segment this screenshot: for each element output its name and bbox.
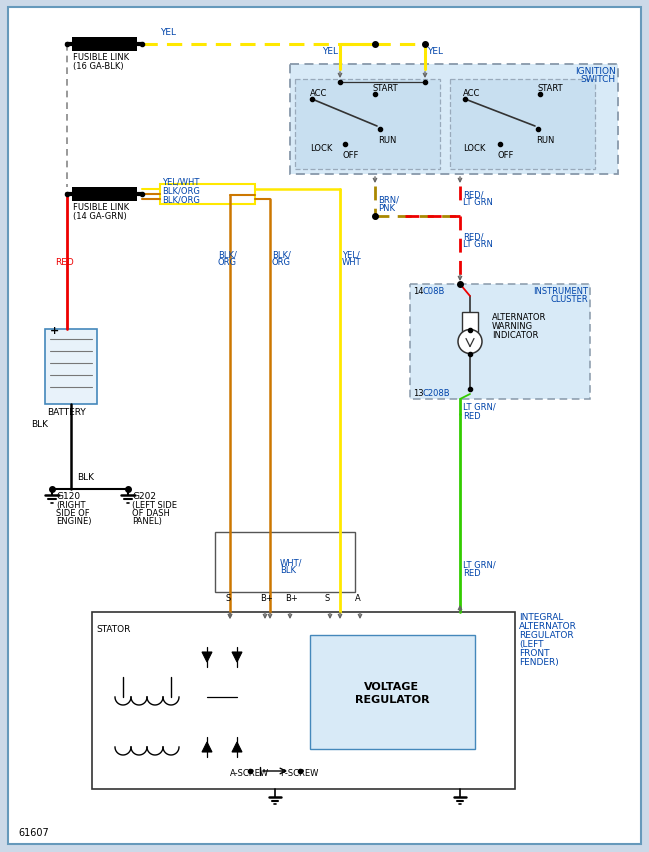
Text: LT GRN/: LT GRN/ (463, 560, 496, 568)
Text: REGULATOR: REGULATOR (519, 630, 574, 639)
Polygon shape (202, 742, 212, 752)
Text: S: S (325, 593, 330, 602)
Text: START: START (373, 83, 398, 93)
Text: VOLTAGE: VOLTAGE (365, 682, 419, 691)
Bar (462, 312, 478, 332)
Text: REGULATOR: REGULATOR (355, 694, 429, 704)
Text: B+: B+ (260, 593, 273, 602)
Bar (215, 532, 355, 592)
Text: LT GRN: LT GRN (463, 198, 493, 207)
Text: +: + (50, 325, 59, 336)
Text: ORG: ORG (272, 257, 291, 267)
Text: BLK/ORG: BLK/ORG (162, 195, 200, 204)
Text: B+: B+ (285, 593, 298, 602)
Text: OFF: OFF (498, 151, 515, 160)
Text: STATOR: STATOR (96, 625, 130, 633)
Text: FRONT: FRONT (519, 648, 550, 657)
Text: WHT/: WHT/ (280, 557, 302, 567)
Text: (LEFT SIDE: (LEFT SIDE (132, 500, 177, 509)
Text: 61607: 61607 (18, 827, 49, 837)
Text: C208B: C208B (423, 389, 450, 398)
Bar (45, 330, 97, 405)
Text: RED/: RED/ (463, 190, 484, 199)
Text: BLK/: BLK/ (218, 250, 237, 259)
Bar (160, 185, 255, 204)
Text: FUSIBLE LINK: FUSIBLE LINK (73, 203, 129, 212)
Text: WARNING: WARNING (492, 321, 533, 331)
Text: S: S (225, 593, 230, 602)
Text: BLK: BLK (77, 473, 94, 481)
Text: CLUSTER: CLUSTER (550, 295, 588, 303)
Text: START: START (538, 83, 563, 93)
Text: BLK/: BLK/ (272, 250, 291, 259)
Circle shape (458, 330, 482, 354)
Text: FUSIBLE LINK: FUSIBLE LINK (73, 53, 129, 62)
Text: FENDER): FENDER) (519, 657, 559, 666)
Text: INTEGRAL: INTEGRAL (519, 613, 563, 621)
Text: LT GRN/: LT GRN/ (463, 402, 496, 412)
Text: SIDE OF: SIDE OF (56, 509, 90, 517)
Text: WHT: WHT (342, 257, 361, 267)
Text: OFF: OFF (343, 151, 360, 160)
Text: YEL: YEL (427, 47, 443, 56)
Text: IGNITION: IGNITION (575, 67, 616, 76)
Text: RED: RED (55, 257, 74, 266)
Text: LOCK: LOCK (463, 144, 485, 153)
Text: ENGINE): ENGINE) (56, 516, 92, 526)
Text: LOCK: LOCK (310, 144, 332, 153)
Text: LT GRN: LT GRN (463, 239, 493, 249)
Text: RUN: RUN (378, 135, 397, 145)
Bar (310, 636, 475, 749)
Text: SWITCH: SWITCH (581, 75, 616, 83)
Text: ACC: ACC (463, 89, 480, 98)
Text: YEL: YEL (322, 47, 338, 56)
Text: PANEL): PANEL) (132, 516, 162, 526)
Text: INSTRUMENT: INSTRUMENT (533, 286, 588, 296)
Text: RUN: RUN (536, 135, 554, 145)
FancyBboxPatch shape (290, 65, 618, 175)
Text: A: A (355, 593, 361, 602)
Text: BATTERY: BATTERY (47, 407, 86, 417)
Text: ALTERNATOR: ALTERNATOR (492, 313, 546, 321)
Text: F-SCREW: F-SCREW (280, 769, 319, 777)
Polygon shape (202, 653, 212, 662)
Text: ORG: ORG (218, 257, 237, 267)
Text: YEL: YEL (160, 28, 176, 37)
Bar (72, 38, 137, 52)
Text: BLK: BLK (31, 419, 48, 429)
Text: (14 GA-GRN): (14 GA-GRN) (73, 212, 127, 221)
Text: BRN/: BRN/ (378, 195, 399, 204)
Text: (16 GA-BLK): (16 GA-BLK) (73, 62, 123, 71)
Text: (LEFT: (LEFT (519, 639, 543, 648)
Text: RED/: RED/ (463, 232, 484, 241)
Text: 13: 13 (413, 389, 424, 398)
Text: RED: RED (463, 412, 481, 421)
Text: 14: 14 (413, 286, 424, 296)
Text: PNK: PNK (378, 204, 395, 213)
FancyBboxPatch shape (410, 285, 590, 400)
Text: ACC: ACC (310, 89, 327, 98)
Text: YEL/WHT: YEL/WHT (162, 177, 199, 186)
Text: RED: RED (463, 568, 481, 578)
Bar (72, 187, 137, 202)
Text: BLK: BLK (280, 566, 296, 574)
Text: ALTERNATOR: ALTERNATOR (519, 621, 577, 630)
Text: YEL/: YEL/ (342, 250, 360, 259)
Polygon shape (232, 653, 242, 662)
Text: A-SCREW: A-SCREW (230, 769, 269, 777)
Text: OF DASH: OF DASH (132, 509, 170, 517)
Text: G202: G202 (132, 492, 156, 500)
Text: BLK/ORG: BLK/ORG (162, 186, 200, 195)
Text: INDICATOR: INDICATOR (492, 331, 539, 340)
Polygon shape (232, 742, 242, 752)
FancyBboxPatch shape (295, 80, 440, 170)
Text: (RIGHT: (RIGHT (56, 500, 86, 509)
Bar (92, 613, 515, 789)
Text: G120: G120 (56, 492, 80, 500)
Text: C08B: C08B (423, 286, 445, 296)
FancyBboxPatch shape (450, 80, 595, 170)
